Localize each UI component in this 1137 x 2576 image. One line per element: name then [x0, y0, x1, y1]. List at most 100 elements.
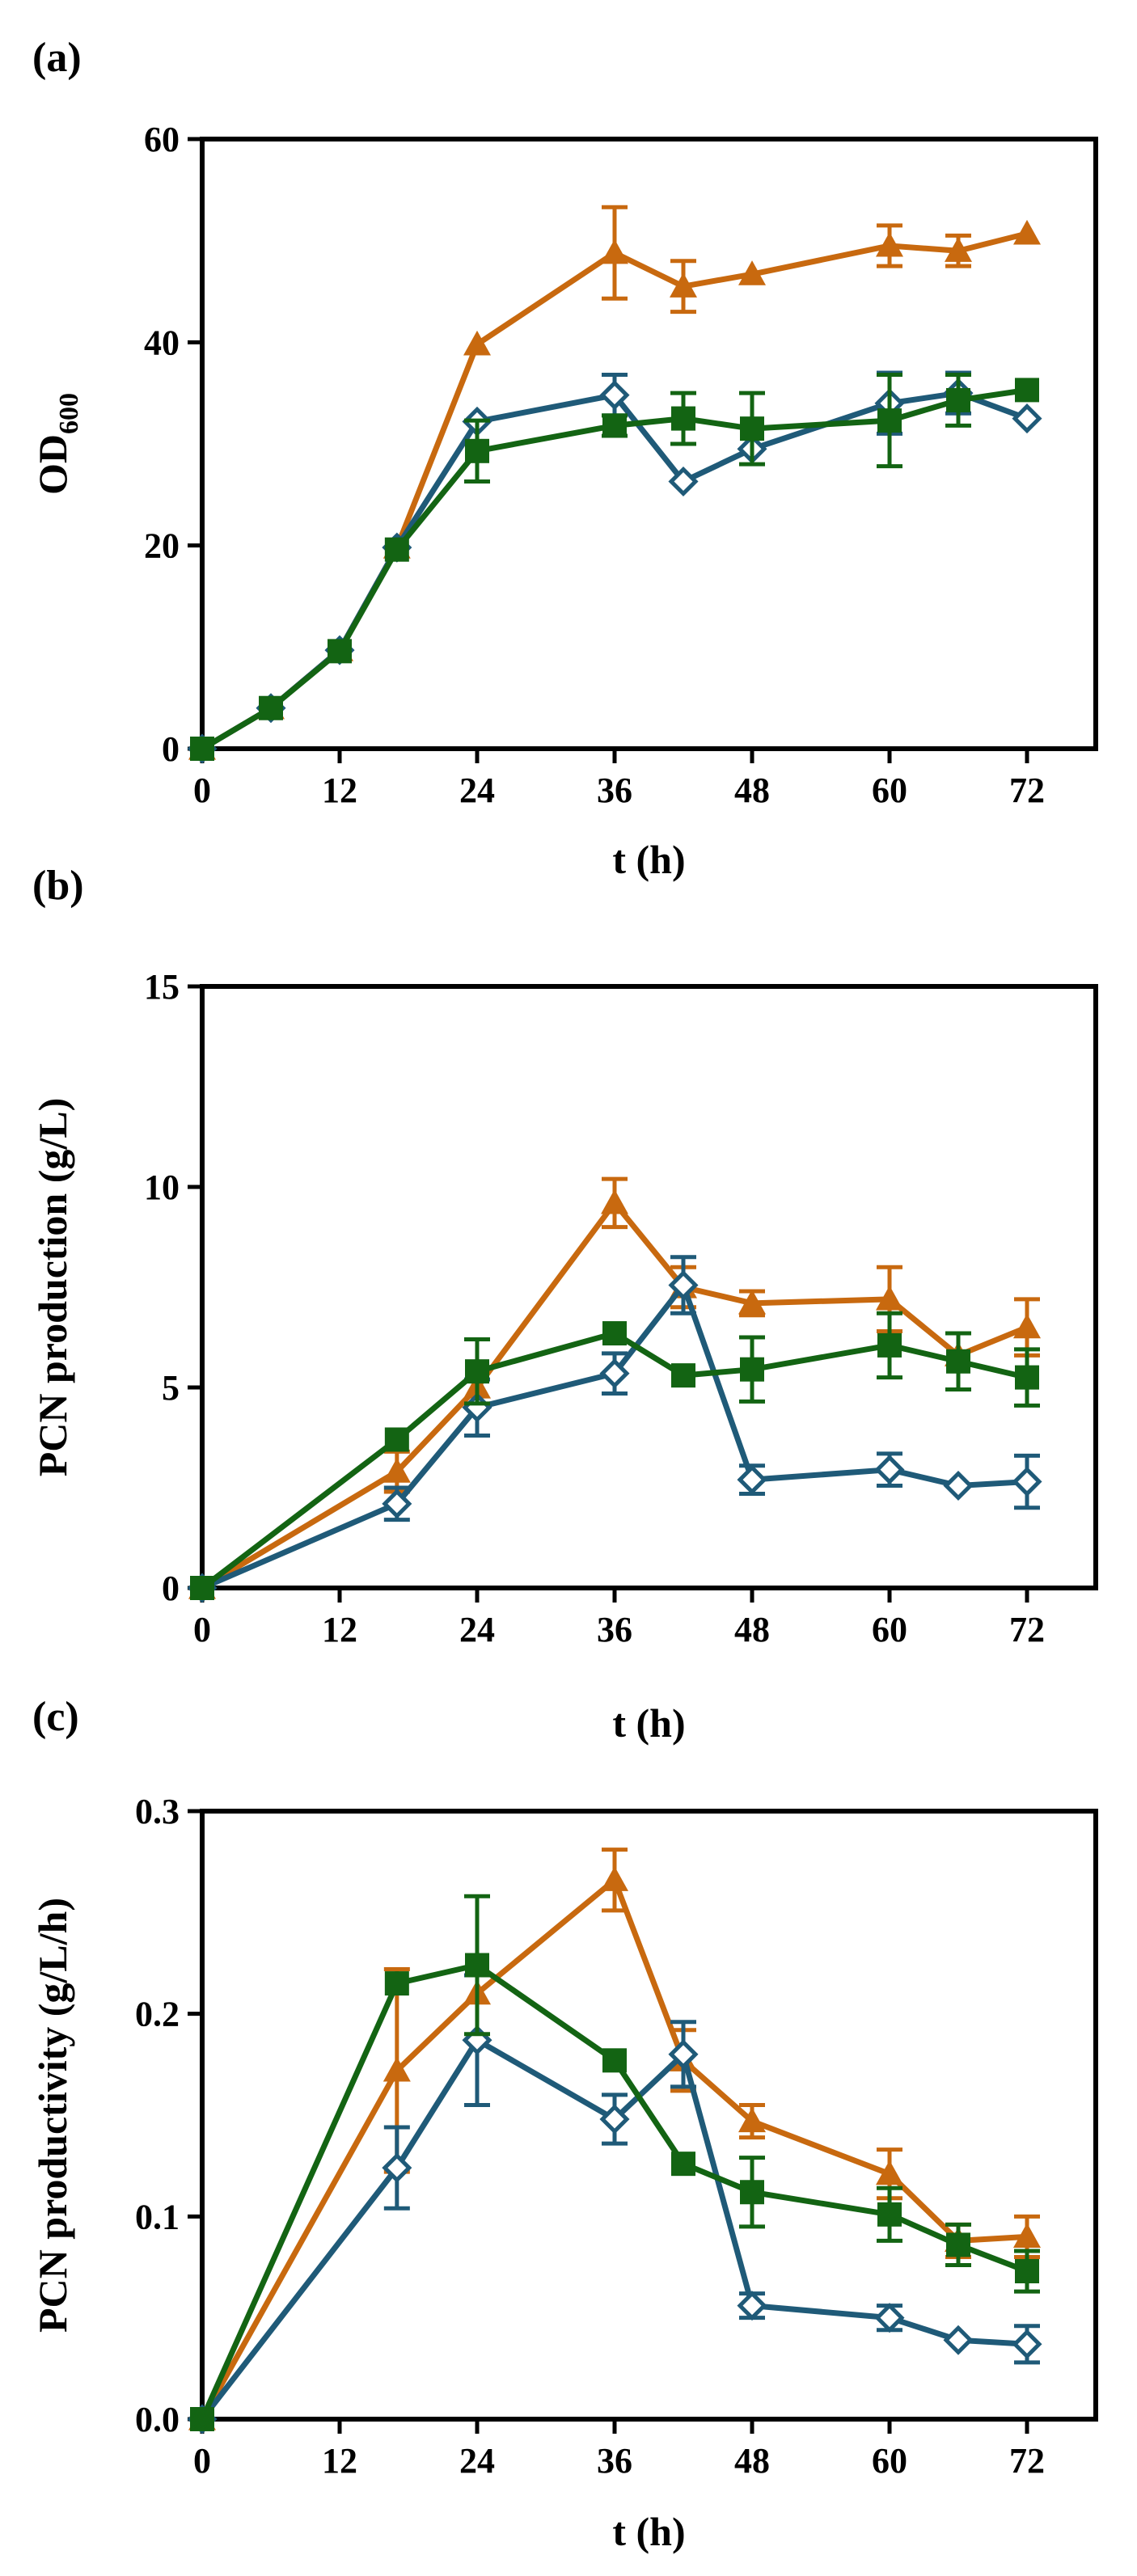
data-point	[670, 272, 697, 298]
x-tick-label: 0	[193, 1610, 211, 1649]
data-point	[740, 416, 764, 441]
x-tick-label: 0	[193, 771, 211, 810]
data-point	[738, 1289, 766, 1315]
y-tick-label: 0.1	[135, 2197, 180, 2236]
square-series	[190, 373, 1039, 761]
data-point	[877, 1332, 902, 1358]
square-series	[190, 1311, 1040, 1600]
data-point	[465, 1359, 489, 1384]
data-point	[1015, 2259, 1039, 2284]
data-point	[383, 2056, 411, 2082]
data-point	[671, 406, 695, 431]
data-point	[877, 2202, 902, 2227]
series-line	[201, 390, 1029, 752]
data-point	[945, 237, 972, 262]
panel-label: (c)	[32, 1694, 79, 1740]
x-tick-label: 36	[597, 1610, 632, 1649]
x-tick-label: 36	[597, 771, 632, 810]
x-axis-title: t (h)	[612, 1700, 685, 1746]
y-axis-title: PCN productivity (g/L/h)	[30, 1898, 75, 2333]
data-point	[601, 1866, 628, 1891]
x-tick-label: 60	[872, 1610, 907, 1649]
data-point	[671, 2152, 695, 2177]
data-point	[943, 2325, 974, 2355]
x-tick-label: 60	[872, 2441, 907, 2481]
data-point	[668, 466, 699, 497]
x-tick-label: 0	[193, 2441, 211, 2481]
data-point	[1013, 1313, 1041, 1339]
data-point	[1013, 2223, 1041, 2248]
y-tick-label: 5	[162, 1368, 180, 1408]
data-point	[602, 413, 627, 438]
chart-panel-2: (c) 0 12 24 36 48 60 72 0.0 0.1 0.2 0.3 t (h) PCN pro…	[30, 1694, 1098, 2554]
x-axis-title: t (h)	[612, 2509, 685, 2554]
data-point	[1012, 1467, 1042, 1497]
y-axis-title-subscript: 600	[54, 393, 84, 434]
data-point	[946, 387, 970, 412]
x-tick-label: 48	[734, 2441, 770, 2481]
data-point	[1015, 378, 1039, 403]
data-point	[671, 1363, 695, 1388]
x-tick-label: 24	[459, 771, 495, 810]
data-point	[259, 695, 283, 720]
series-line	[199, 1877, 1028, 2421]
data-point	[1012, 403, 1042, 434]
data-point	[383, 1458, 411, 1483]
data-point	[876, 1285, 903, 1311]
data-point	[740, 2180, 764, 2205]
y-tick-label: 20	[144, 526, 180, 566]
triangle-series	[188, 205, 1041, 760]
y-tick-label: 10	[144, 1168, 180, 1207]
series-line	[201, 386, 1028, 752]
y-tick-label: 40	[144, 323, 180, 362]
data-point	[601, 239, 628, 264]
y-tick-label: 0.2	[135, 1995, 180, 2034]
plot-frame	[200, 1809, 1098, 2422]
data-point	[946, 2232, 970, 2257]
data-point	[737, 2291, 767, 2321]
data-point	[1012, 2329, 1042, 2359]
x-tick-label: 36	[597, 2441, 632, 2481]
y-tick-label: 0.0	[135, 2400, 180, 2439]
panel-label: (b)	[32, 863, 84, 909]
x-tick-label: 72	[1009, 1610, 1045, 1649]
plot-frame	[200, 137, 1098, 751]
x-tick-label: 48	[734, 1610, 770, 1649]
data-point	[190, 1576, 214, 1600]
chart-panel-0: (a) 0 12 24 36 48 60 72 0 20 40 60 t (h) OD600	[30, 35, 1098, 882]
data-point	[668, 1269, 699, 1301]
data-point	[465, 1953, 489, 1978]
x-tick-label: 72	[1009, 2441, 1045, 2481]
data-point	[877, 408, 902, 433]
x-tick-label: 12	[322, 2441, 357, 2481]
data-point	[740, 1357, 764, 1382]
data-point	[876, 2160, 903, 2185]
y-tick-label: 15	[144, 967, 180, 1007]
y-tick-label: 60	[144, 120, 180, 159]
square-series	[190, 1894, 1040, 2431]
x-tick-label: 72	[1009, 771, 1045, 810]
x-axis-title: t (h)	[612, 837, 685, 882]
x-tick-label: 12	[322, 771, 357, 810]
x-tick-label: 24	[459, 2441, 495, 2481]
data-point	[668, 2039, 699, 2070]
data-point	[738, 260, 766, 285]
data-point	[601, 1189, 628, 1214]
data-point	[599, 380, 630, 411]
diamond-series	[187, 1973, 1042, 2435]
y-axis-title: PCN production (g/L)	[30, 1098, 75, 1477]
diamond-series	[187, 1255, 1042, 1603]
data-point	[599, 2104, 630, 2135]
y-tick-label: 0	[162, 1569, 180, 1608]
series-line	[201, 230, 1028, 752]
x-tick-label: 48	[734, 771, 770, 810]
data-point	[190, 2407, 214, 2431]
data-point	[384, 1427, 409, 1452]
data-point	[738, 2107, 766, 2133]
data-point	[384, 1971, 409, 1996]
data-point	[384, 537, 409, 562]
data-point	[943, 1470, 974, 1501]
data-point	[328, 639, 352, 664]
chart-panel-1: (b) 0 12 24 36 48 60 72 0 5 10 15 t (h) PCN productio…	[30, 863, 1098, 1746]
